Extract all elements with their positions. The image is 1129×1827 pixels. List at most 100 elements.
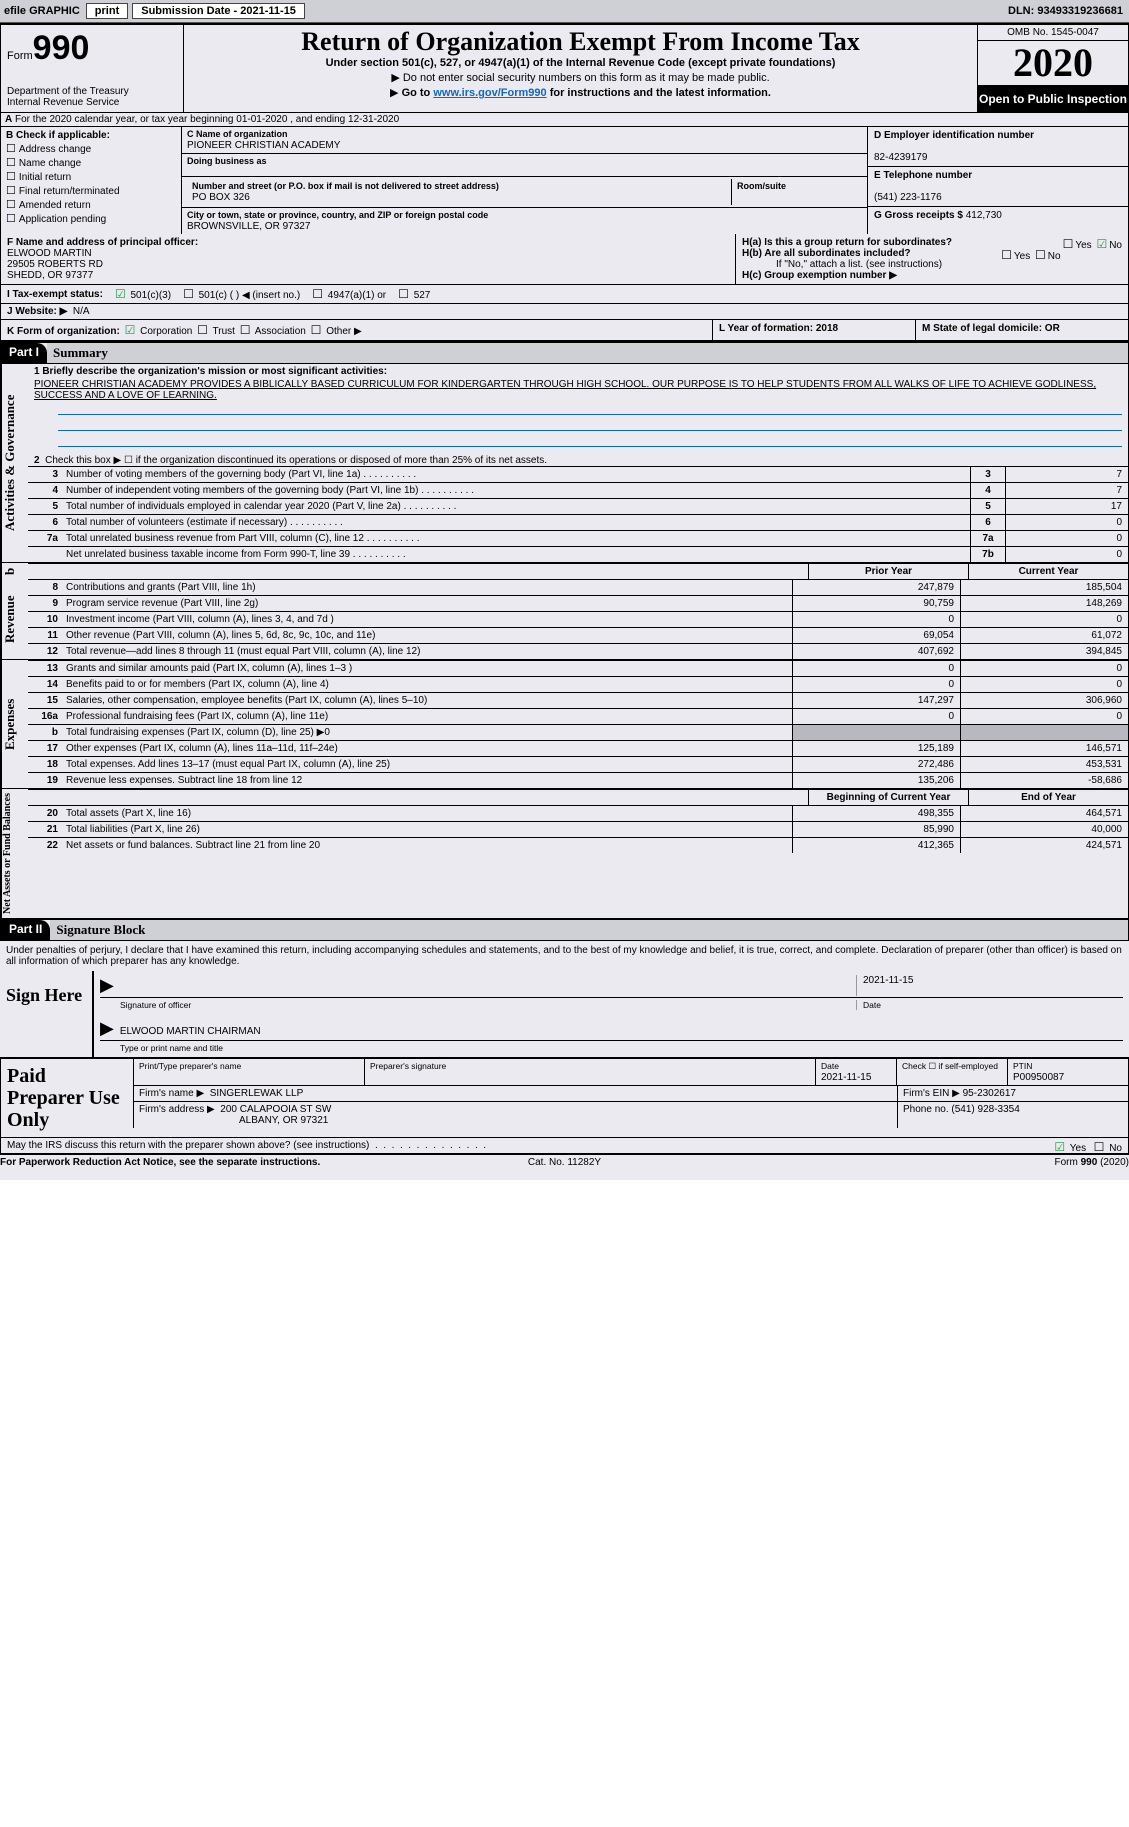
footer-mid: Cat. No. 11282Y bbox=[376, 1157, 752, 1168]
side-governance: Activities & Governance bbox=[1, 364, 28, 562]
line-19: 19Revenue less expenses. Subtract line 1… bbox=[28, 772, 1128, 788]
chk-4947[interactable] bbox=[310, 290, 325, 301]
chk-initial-return[interactable]: Initial return bbox=[6, 170, 176, 183]
dln-label: DLN: 93493319236681 bbox=[1008, 5, 1129, 17]
chk-self-employed[interactable]: Check ☐ if self-employed bbox=[902, 1061, 998, 1071]
chk-other[interactable] bbox=[309, 326, 324, 337]
efile-label: efile GRAPHIC bbox=[0, 5, 84, 17]
ptin-value: P00950087 bbox=[1013, 1072, 1064, 1083]
part-1-tab: Part I bbox=[1, 343, 47, 363]
q2-label: Check this box ▶ ☐ if the organization d… bbox=[45, 455, 547, 466]
line-11: 11Other revenue (Part VIII, column (A), … bbox=[28, 627, 1128, 643]
chk-527[interactable] bbox=[396, 290, 411, 301]
form-small: Form bbox=[7, 50, 33, 62]
q1-label: 1 Briefly describe the organization's mi… bbox=[34, 366, 387, 377]
ein-value: 82-4239179 bbox=[874, 152, 927, 163]
year-formation: L Year of formation: 2018 bbox=[719, 323, 838, 334]
box-c-city: City or town, state or province, country… bbox=[182, 208, 867, 234]
gov-line-4: 4Number of independent voting members of… bbox=[28, 482, 1128, 498]
gov-line-5: 5Total number of individuals employed in… bbox=[28, 498, 1128, 514]
org-name: PIONEER CHRISTIAN ACADEMY bbox=[187, 140, 340, 151]
part-2-tab: Part II bbox=[1, 920, 50, 940]
line-12: 12Total revenue—add lines 8 through 11 (… bbox=[28, 643, 1128, 659]
prep-date: 2021-11-15 bbox=[821, 1072, 871, 1083]
line-21: 21Total liabilities (Part X, line 26)85,… bbox=[28, 821, 1128, 837]
website-value: N/A bbox=[73, 306, 90, 317]
footer-right: Form 990 (2020) bbox=[753, 1157, 1129, 1168]
side-revenue: Revenue bbox=[1, 579, 28, 659]
org-city: BROWNSVILLE, OR 97327 bbox=[187, 221, 310, 232]
irs-link[interactable]: www.irs.gov/Form990 bbox=[433, 87, 546, 99]
chk-501c[interactable] bbox=[181, 290, 196, 301]
line-15: 15Salaries, other compensation, employee… bbox=[28, 692, 1128, 708]
line-b: bTotal fundraising expenses (Part IX, co… bbox=[28, 724, 1128, 740]
box-b: B Check if applicable: Address change Na… bbox=[1, 127, 182, 234]
omb-label: OMB No. 1545-0047 bbox=[978, 25, 1128, 41]
top-toolbar: efile GRAPHIC print Submission Date - 20… bbox=[0, 0, 1129, 23]
row-j: J Website: ▶ N/A bbox=[0, 304, 1129, 320]
line-18: 18Total expenses. Add lines 13–17 (must … bbox=[28, 756, 1128, 772]
chk-amended-return[interactable]: Amended return bbox=[6, 198, 176, 211]
discuss-no[interactable] bbox=[1092, 1143, 1107, 1154]
discuss-row: May the IRS discuss this return with the… bbox=[0, 1138, 1129, 1155]
state-domicile: M State of legal domicile: OR bbox=[922, 323, 1060, 334]
discuss-yes[interactable] bbox=[1052, 1143, 1067, 1154]
line-9: 9Program service revenue (Part VIII, lin… bbox=[28, 595, 1128, 611]
box-c-dba: Doing business as bbox=[182, 154, 867, 177]
box-c-street: Number and street (or P.O. box if mail i… bbox=[182, 177, 867, 208]
chk-final-return[interactable]: Final return/terminated bbox=[6, 184, 176, 197]
side-expenses: Expenses bbox=[1, 660, 28, 788]
date-label: Date bbox=[856, 1000, 1123, 1010]
chk-application-pending[interactable]: Application pending bbox=[6, 212, 176, 225]
sign-here-label: Sign Here bbox=[0, 971, 92, 1057]
footer-left: For Paperwork Reduction Act Notice, see … bbox=[0, 1157, 320, 1168]
box-b-heading: B Check if applicable: bbox=[6, 130, 110, 141]
firm-addr1: 200 CALAPOOIA ST SW bbox=[220, 1104, 331, 1115]
part-2-title: Signature Block bbox=[50, 920, 1128, 940]
gross-receipts: 412,730 bbox=[966, 210, 1002, 221]
org-street: PO BOX 326 bbox=[192, 192, 250, 203]
print-button[interactable]: print bbox=[86, 3, 128, 19]
firm-name: SINGERLEWAK LLP bbox=[210, 1088, 304, 1099]
name-title-label: Type or print name and title bbox=[100, 1043, 1123, 1053]
part-1-title: Summary bbox=[47, 343, 1128, 363]
hdr-beginning-year: Beginning of Current Year bbox=[808, 790, 968, 805]
gov-line-7b: Net unrelated business taxable income fr… bbox=[28, 546, 1128, 562]
firm-addr2: ALBANY, OR 97321 bbox=[139, 1115, 328, 1126]
tax-year: 2020 bbox=[978, 41, 1128, 86]
dept-label: Department of the Treasury Internal Reve… bbox=[7, 86, 177, 108]
chk-address-change[interactable]: Address change bbox=[6, 142, 176, 155]
form-number: 990 bbox=[33, 29, 90, 67]
line-17: 17Other expenses (Part IX, column (A), l… bbox=[28, 740, 1128, 756]
chk-corp[interactable] bbox=[123, 326, 138, 337]
gov-line-3: 3Number of voting members of the governi… bbox=[28, 466, 1128, 482]
box-e: E Telephone number(541) 223-1176 bbox=[868, 167, 1128, 207]
note-2-pre: Go to bbox=[402, 87, 434, 99]
gov-line-6: 6Total number of volunteers (estimate if… bbox=[28, 514, 1128, 530]
officer-name: ELWOOD MARTIN bbox=[7, 248, 92, 259]
box-g: G Gross receipts $ 412,730 bbox=[868, 207, 1128, 234]
page-title: Return of Organization Exempt From Incom… bbox=[188, 27, 973, 57]
chk-501c3[interactable] bbox=[113, 290, 128, 301]
line-8: 8Contributions and grants (Part VIII, li… bbox=[28, 579, 1128, 595]
line-16a: 16aProfessional fundraising fees (Part I… bbox=[28, 708, 1128, 724]
row-a: A For the 2020 calendar year, or tax yea… bbox=[0, 113, 1129, 127]
officer-addr1: 29505 ROBERTS RD bbox=[7, 259, 103, 270]
box-h: H(a) Is this a group return for subordin… bbox=[736, 234, 1128, 284]
firm-ein: 95-2302617 bbox=[963, 1088, 1016, 1099]
officer-printed-name: ELWOOD MARTIN CHAIRMAN bbox=[120, 1026, 261, 1037]
inspection-label: Open to Public Inspection bbox=[978, 86, 1128, 112]
line-14: 14Benefits paid to or for members (Part … bbox=[28, 676, 1128, 692]
box-d: D Employer identification number82-42391… bbox=[868, 127, 1128, 167]
title-box: Return of Organization Exempt From Incom… bbox=[184, 25, 978, 112]
penalty-text: Under penalties of perjury, I declare th… bbox=[0, 941, 1129, 971]
chk-trust[interactable] bbox=[195, 326, 210, 337]
submission-date-button[interactable]: Submission Date - 2021-11-15 bbox=[132, 3, 305, 19]
box-f: F Name and address of principal officer:… bbox=[1, 234, 736, 284]
phone-value: (541) 223-1176 bbox=[874, 192, 942, 203]
side-netassets: Net Assets or Fund Balances bbox=[1, 789, 28, 918]
chk-name-change[interactable]: Name change bbox=[6, 156, 176, 169]
chk-assoc[interactable] bbox=[238, 326, 253, 337]
line-22: 22Net assets or fund balances. Subtract … bbox=[28, 837, 1128, 853]
firm-phone: (541) 928-3354 bbox=[951, 1104, 1019, 1115]
